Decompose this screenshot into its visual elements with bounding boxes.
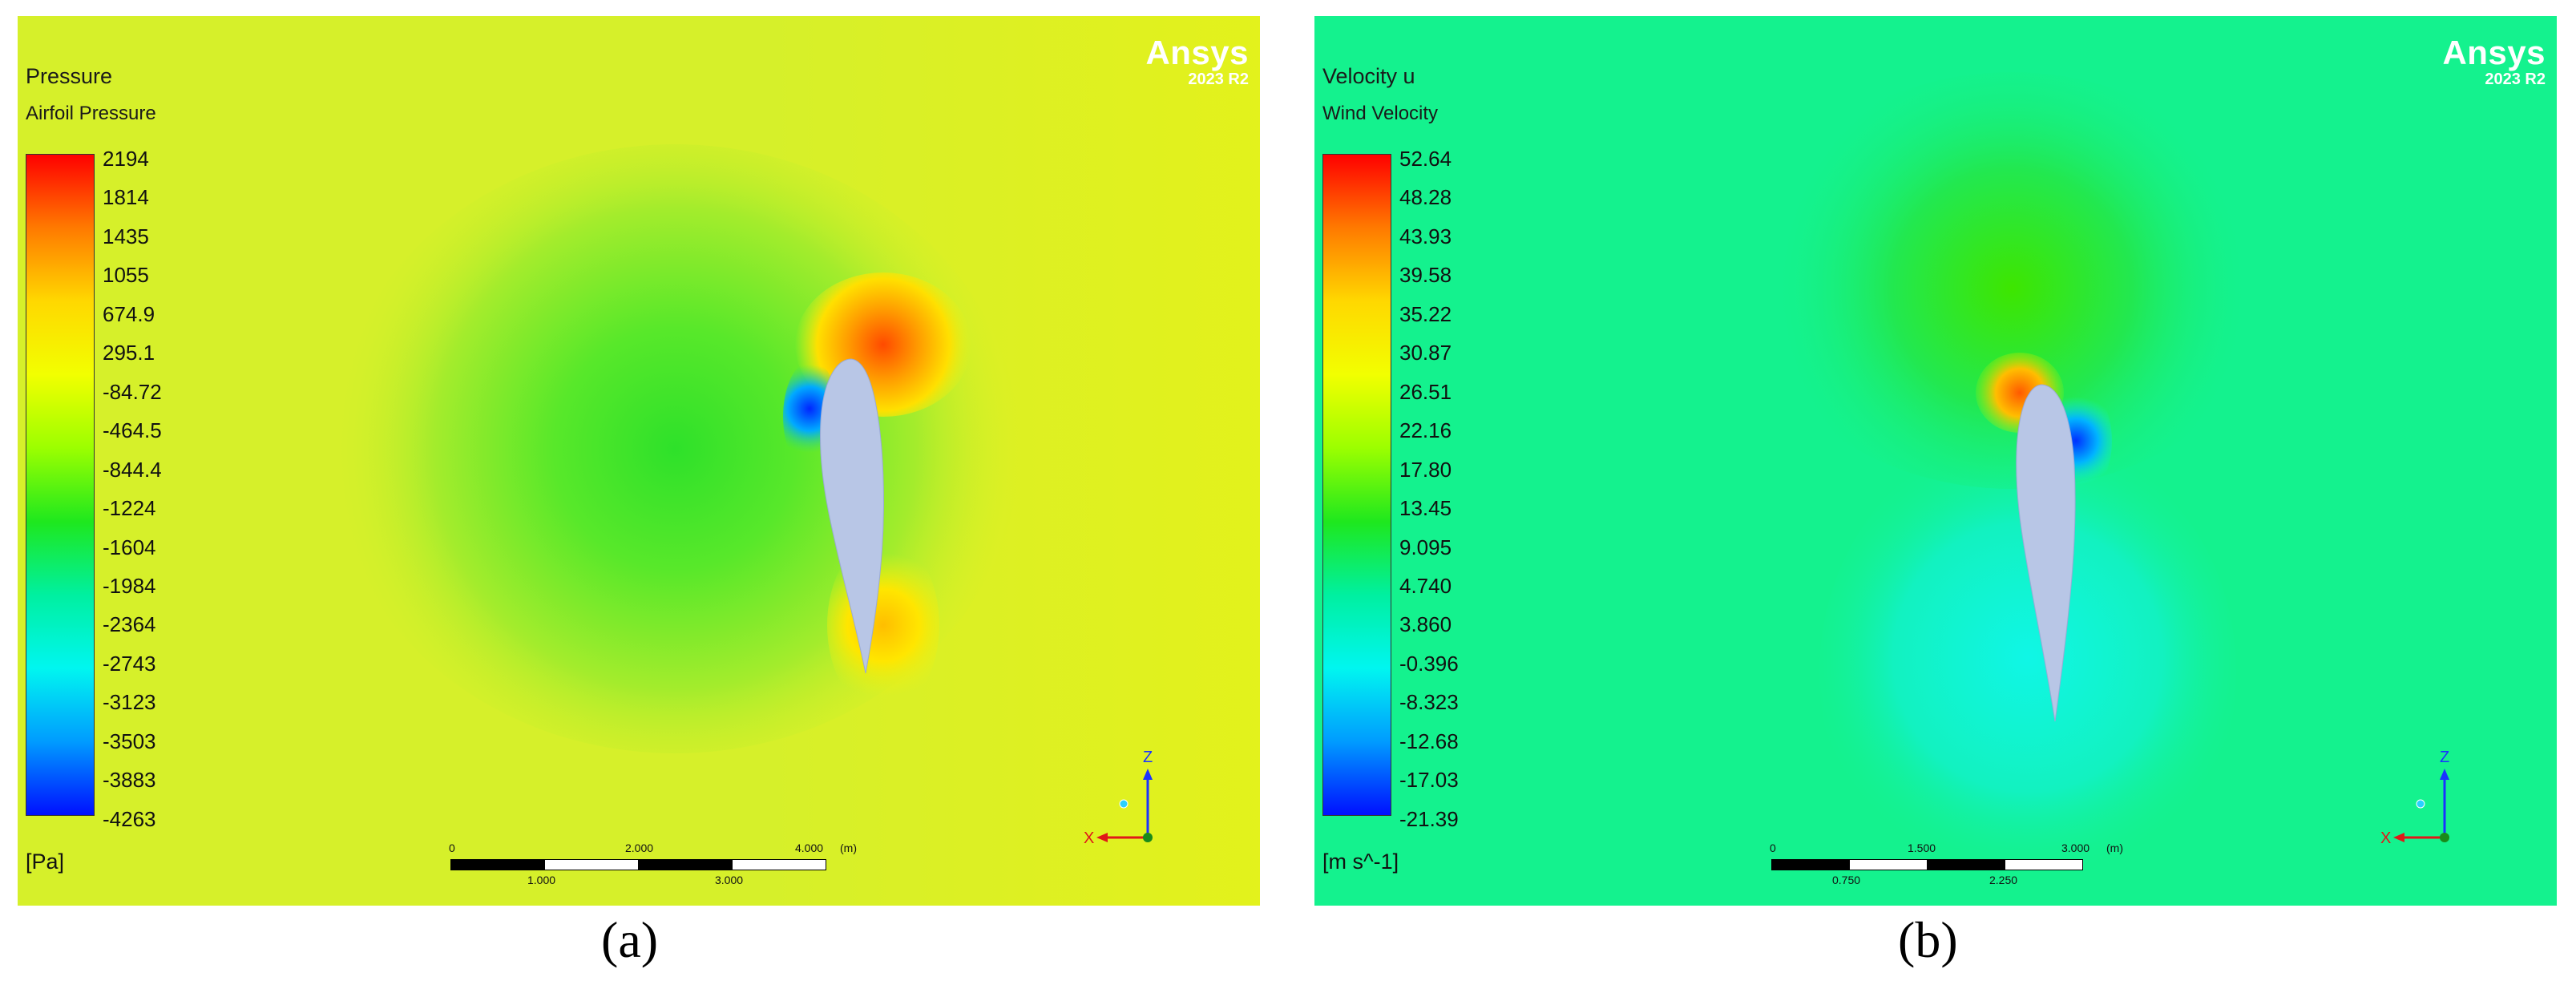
scale-segment [544,859,639,870]
legend-label: -12.68 [1399,729,1459,753]
scale-label: 3.000 [2061,842,2090,854]
scale-label: 0 [1770,842,1776,854]
velocity-field [1314,16,2557,906]
legend-label: -21.39 [1399,806,1459,831]
airfoil-shape [2016,384,2076,722]
scale-segment [2005,859,2083,870]
pressure-contour-panel: Ansys 2023 R2 Pressure Airfoil Pressure … [18,16,1260,906]
scale-label: 0 [449,842,455,854]
legend-label: 35.22 [1399,301,1452,326]
ansys-logo: Ansys 2023 R2 [1145,34,1249,89]
legend-label: -3123 [103,690,156,715]
scale-units: (m) [2106,842,2123,854]
svg-text:X: X [2380,829,2391,847]
legend-label: 30.87 [1399,341,1452,365]
scale-segment [638,859,733,870]
caption-b: (b) [1898,911,1958,968]
legend-label: 43.93 [1399,224,1452,248]
scale-units: (m) [840,842,857,854]
legend-label: 674.9 [103,301,155,326]
scale-label: 2.000 [625,842,654,854]
caption-a: (a) [601,911,659,968]
legend-label: 1435 [103,224,149,248]
scale-segment [1927,859,2005,870]
pressure-field [18,16,1260,906]
legend-label: -2364 [103,612,156,637]
scale-label: 1.500 [1908,842,1936,854]
scale-label: 4.000 [795,842,824,854]
ansys-logo: Ansys 2023 R2 [2442,34,2546,89]
airfoil-shape [820,358,884,674]
legend-label: -84.72 [103,379,162,404]
legend-label: -8.323 [1399,690,1459,715]
legend-label: -3883 [103,768,156,793]
svg-text:X: X [1084,829,1094,847]
legend-label: 39.58 [1399,263,1452,288]
variable-subtitle: Airfoil Pressure [26,103,156,124]
legend-label: -17.03 [1399,768,1459,793]
legend-label: 4.740 [1399,573,1452,598]
scale-segment [450,859,545,870]
axis-triad-icon: Z X [1084,749,1153,847]
legend-label: 1055 [103,263,149,288]
legend-label: 295.1 [103,341,155,365]
legend-label: 22.16 [1399,418,1452,443]
legend-label: -844.4 [103,457,162,482]
legend-label: -1984 [103,573,156,598]
legend-label: -1604 [103,535,156,559]
scale-label: 3.000 [715,874,744,886]
scale-label: 2.250 [1989,874,2018,886]
legend-units: [Pa] [26,850,65,874]
color-legend-bar [26,154,95,816]
legend-label: 1814 [103,185,149,210]
legend-label: 17.80 [1399,457,1452,482]
scale-segment [1849,859,1928,870]
scale-segment [1771,859,1850,870]
legend-label: 2194 [103,147,149,171]
legend-label: -0.396 [1399,651,1459,676]
legend-label: 52.64 [1399,147,1452,171]
variable-title: Velocity u [1322,64,1415,88]
legend-label: 13.45 [1399,496,1452,520]
variable-subtitle: Wind Velocity [1322,103,1439,124]
scale-label: 0.750 [1832,874,1861,886]
svg-text:Z: Z [2440,749,2449,766]
legend-label: -464.5 [103,418,162,443]
axis-triad-icon: Z X [2380,749,2449,847]
velocity-contour-panel: Ansys 2023 R2 Velocity u Wind Velocity 5… [1314,16,2557,906]
legend-label: 26.51 [1399,379,1452,404]
legend-label: 9.095 [1399,535,1452,559]
scale-segment [732,859,826,870]
color-legend-bar [1322,154,1391,816]
legend-label: -2743 [103,651,156,676]
legend-units: [m s^-1] [1322,850,1399,874]
variable-title: Pressure [26,64,113,88]
legend-label: -1224 [103,496,156,520]
legend-label: -4263 [103,806,156,831]
legend-label: 48.28 [1399,185,1452,210]
legend-label: -3503 [103,729,156,753]
svg-text:Z: Z [1143,749,1153,766]
scale-label: 1.000 [527,874,556,886]
legend-label: 3.860 [1399,612,1452,637]
